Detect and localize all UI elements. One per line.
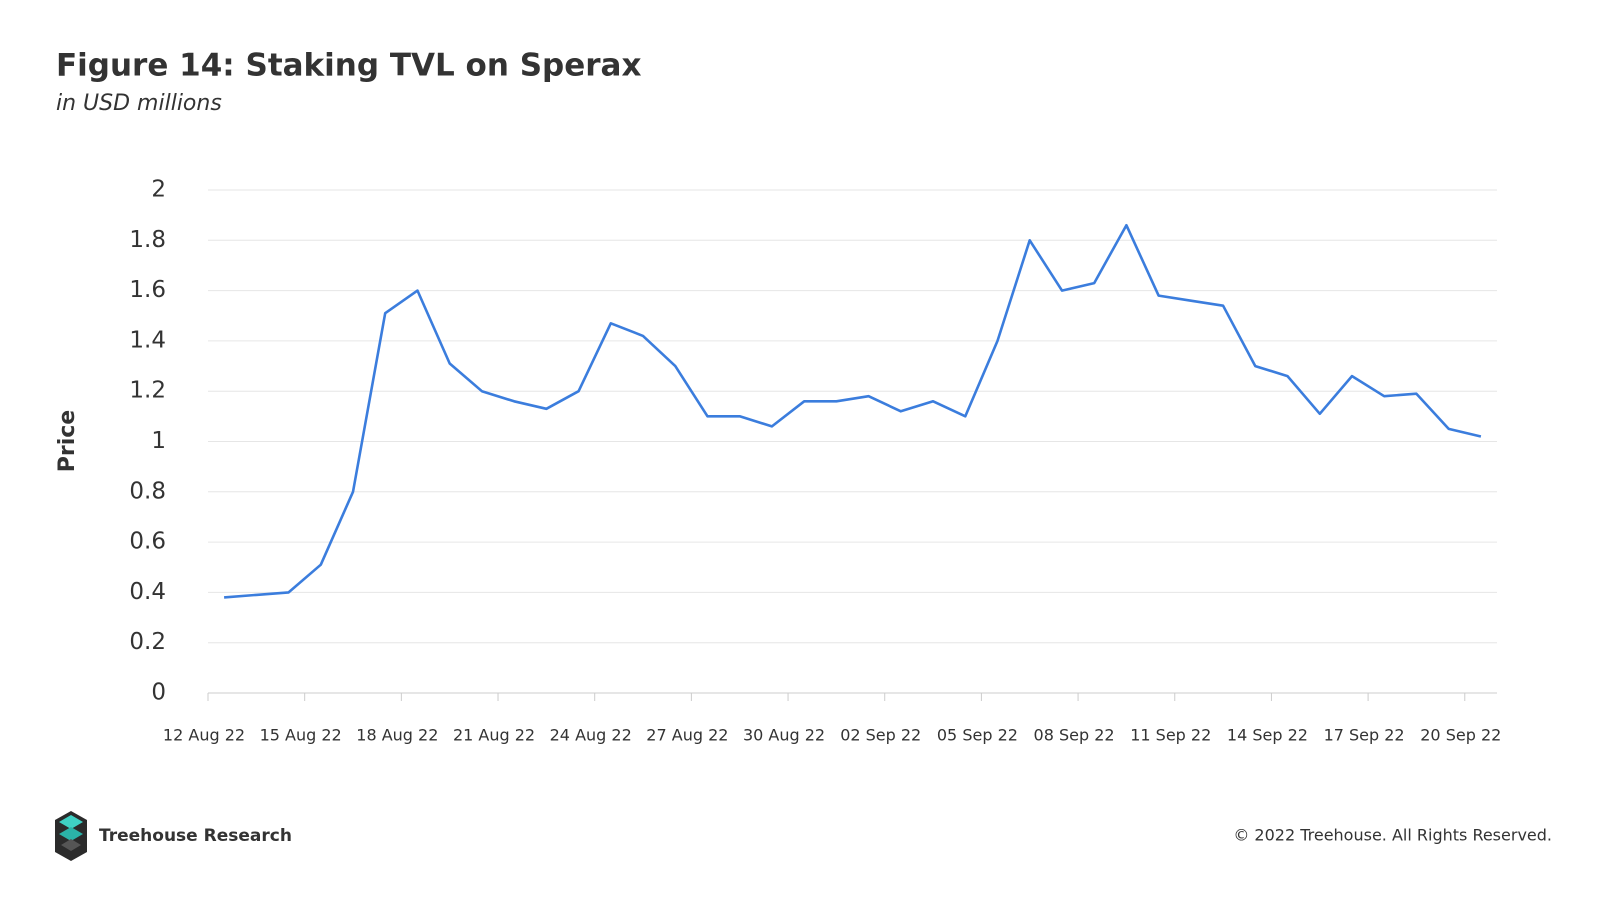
y-tick-label: 0.2 xyxy=(129,629,166,655)
x-tick-label: 21 Aug 22 xyxy=(453,726,535,745)
y-tick-label: 1.6 xyxy=(129,277,166,303)
y-axis-label: Price xyxy=(55,410,80,472)
y-tick-label: 2 xyxy=(151,177,166,203)
y-tick-label: 1 xyxy=(151,428,166,454)
y-tick-label: 0.6 xyxy=(129,529,166,555)
brand: Treehouse Research xyxy=(99,826,292,846)
x-tick-label: 24 Aug 22 xyxy=(550,726,632,745)
x-tick-label: 08 Sep 22 xyxy=(1034,726,1115,745)
x-tick-label: 30 Aug 22 xyxy=(743,726,825,745)
x-tick-label: 12 Aug 22 xyxy=(163,726,245,745)
line-series xyxy=(223,223,1482,599)
x-tick-label: 27 Aug 22 xyxy=(646,726,728,745)
y-tick-label: 0.8 xyxy=(129,478,166,504)
x-tick-label: 02 Sep 22 xyxy=(840,726,921,745)
chart-title: Figure 14: Staking TVL on Sperax xyxy=(56,48,641,84)
x-tick-label: 20 Sep 22 xyxy=(1420,726,1501,745)
logo xyxy=(55,811,87,861)
x-tick-label: 11 Sep 22 xyxy=(1130,726,1211,745)
x-tick-label: 18 Aug 22 xyxy=(356,726,438,745)
x-tick-label: 15 Aug 22 xyxy=(260,726,342,745)
y-tick-label: 1.4 xyxy=(129,327,166,353)
copyright: © 2022 Treehouse. All Rights Reserved. xyxy=(1233,826,1552,845)
x-tick-label: 17 Sep 22 xyxy=(1324,726,1405,745)
y-tick-label: 1.8 xyxy=(129,227,166,253)
y-tick-label: 1.2 xyxy=(129,378,166,404)
x-tick-label: 14 Sep 22 xyxy=(1227,726,1308,745)
chart-subtitle: in USD millions xyxy=(56,91,222,116)
y-tick-label: 0.4 xyxy=(129,579,166,605)
y-tick-label: 0 xyxy=(151,680,166,706)
x-tick-label: 05 Sep 22 xyxy=(937,726,1018,745)
